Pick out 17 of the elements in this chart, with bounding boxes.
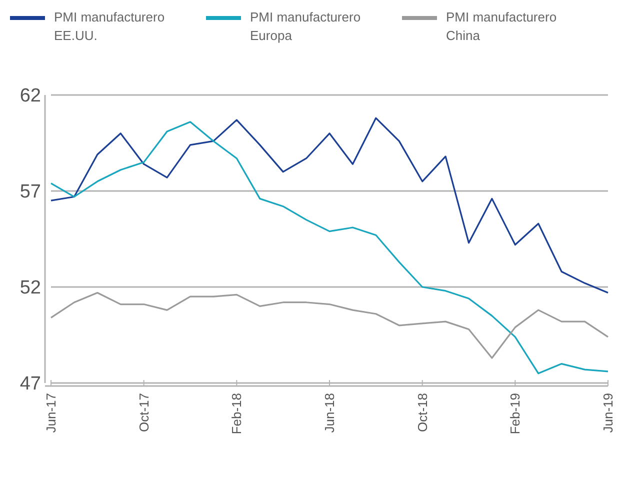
x-tick-label: Jun-17 [44,393,59,433]
x-tick-label: Feb-18 [229,393,244,434]
legend-label: PMI manufacturero China [446,10,557,43]
line-series [50,121,609,374]
legend-label: PMI manufacturero Europa [250,10,361,43]
legend-label: PMI manufacturero EE.UU. [54,10,165,43]
x-tick-label: Jun-19 [600,393,616,433]
x-tick-label: Feb-19 [508,393,523,434]
x-tick-label: Oct-18 [414,393,430,432]
x-tick-label: Oct-17 [136,393,152,432]
line-series [50,292,609,359]
y-tick-label: 57 [20,182,41,203]
y-tick-label: 52 [20,278,41,299]
x-tick-label: Jun-18 [322,393,338,433]
line-series [50,117,609,294]
y-tick-label: 62 [20,86,41,107]
y-tick-label: 47 [20,374,41,395]
